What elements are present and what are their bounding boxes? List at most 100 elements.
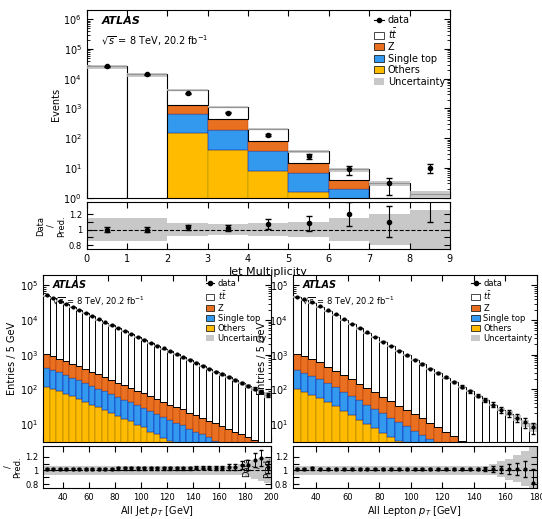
Bar bbox=[332, 406, 340, 519]
Bar bbox=[308, 359, 317, 376]
Bar bbox=[212, 462, 219, 519]
Bar bbox=[95, 389, 102, 407]
Bar bbox=[403, 426, 411, 446]
Bar bbox=[332, 466, 340, 475]
Bar bbox=[89, 372, 95, 386]
Bar bbox=[434, 464, 442, 519]
Bar bbox=[528, 517, 537, 519]
Bar bbox=[89, 317, 95, 372]
Bar bbox=[387, 418, 395, 438]
Bar bbox=[173, 444, 180, 519]
Bar bbox=[193, 415, 199, 432]
Bar bbox=[115, 466, 121, 475]
Bar bbox=[56, 359, 63, 372]
Bar bbox=[348, 379, 356, 396]
Bar bbox=[474, 466, 481, 487]
Bar bbox=[371, 337, 379, 392]
Bar bbox=[308, 303, 317, 359]
Bar bbox=[505, 484, 513, 503]
Bar bbox=[69, 306, 76, 308]
Bar bbox=[154, 466, 160, 475]
Bar bbox=[245, 477, 251, 519]
Bar bbox=[121, 400, 128, 419]
Bar bbox=[369, 227, 410, 519]
Bar bbox=[481, 491, 489, 519]
Bar bbox=[521, 493, 528, 511]
Bar bbox=[458, 466, 466, 475]
Bar bbox=[371, 466, 379, 475]
Bar bbox=[340, 411, 348, 519]
Bar bbox=[329, 180, 369, 189]
Bar bbox=[208, 106, 248, 108]
Bar bbox=[458, 386, 466, 388]
Bar bbox=[497, 480, 505, 501]
Bar bbox=[489, 405, 497, 458]
Bar bbox=[212, 441, 219, 462]
Bar bbox=[434, 373, 442, 428]
Bar bbox=[403, 466, 411, 475]
Bar bbox=[513, 418, 521, 471]
Bar bbox=[63, 375, 69, 393]
Bar bbox=[186, 360, 193, 413]
Bar bbox=[50, 389, 56, 519]
Bar bbox=[418, 418, 427, 435]
Bar bbox=[206, 458, 212, 519]
Bar bbox=[251, 460, 258, 479]
Legend: data, $t\bar{t}$, Z, Single top, Others, Uncertainty: data, $t\bar{t}$, Z, Single top, Others,… bbox=[372, 13, 447, 89]
Y-axis label: Events: Events bbox=[50, 87, 61, 120]
Bar bbox=[442, 466, 450, 475]
Bar bbox=[95, 319, 102, 321]
Bar bbox=[458, 441, 466, 457]
Bar bbox=[180, 425, 186, 447]
Bar bbox=[121, 385, 128, 400]
Bar bbox=[264, 487, 271, 519]
Bar bbox=[56, 391, 63, 519]
Bar bbox=[356, 384, 364, 400]
Bar bbox=[147, 432, 154, 519]
Bar bbox=[410, 191, 450, 198]
Bar bbox=[208, 130, 248, 150]
Bar bbox=[219, 465, 225, 519]
Text: $\sqrt{s}$ = 8 TeV, 20.2 fb$^{-1}$: $\sqrt{s}$ = 8 TeV, 20.2 fb$^{-1}$ bbox=[53, 295, 145, 308]
Bar bbox=[186, 359, 193, 361]
Bar bbox=[212, 466, 219, 475]
Bar bbox=[442, 432, 450, 448]
Bar bbox=[521, 420, 528, 427]
Bar bbox=[82, 312, 89, 314]
Bar bbox=[340, 375, 348, 391]
Y-axis label: Data
/
Pred.: Data / Pred. bbox=[36, 215, 66, 237]
Bar bbox=[466, 466, 474, 475]
Bar bbox=[324, 383, 332, 402]
Bar bbox=[248, 128, 288, 130]
Bar bbox=[288, 193, 329, 519]
Bar bbox=[521, 424, 528, 476]
Bar bbox=[317, 307, 324, 362]
Bar bbox=[505, 414, 513, 467]
Bar bbox=[356, 420, 364, 519]
Bar bbox=[403, 356, 411, 409]
Bar bbox=[50, 370, 56, 389]
Bar bbox=[497, 462, 505, 480]
Bar bbox=[481, 471, 489, 491]
Bar bbox=[458, 387, 466, 441]
Bar bbox=[245, 437, 251, 456]
Bar bbox=[43, 296, 50, 354]
Bar bbox=[180, 357, 186, 409]
Bar bbox=[450, 383, 458, 436]
Bar bbox=[442, 448, 450, 468]
Bar bbox=[301, 373, 308, 392]
Bar bbox=[141, 393, 147, 408]
Bar bbox=[87, 66, 127, 519]
Bar bbox=[225, 446, 232, 468]
Bar bbox=[56, 300, 63, 302]
Bar bbox=[251, 458, 258, 481]
Bar bbox=[167, 466, 173, 475]
Bar bbox=[193, 362, 199, 364]
Bar bbox=[141, 340, 147, 393]
Bar bbox=[308, 302, 317, 304]
Bar bbox=[102, 466, 108, 475]
Bar bbox=[43, 295, 50, 297]
Bar bbox=[76, 309, 82, 311]
Bar bbox=[248, 151, 288, 171]
Bar bbox=[82, 313, 89, 369]
